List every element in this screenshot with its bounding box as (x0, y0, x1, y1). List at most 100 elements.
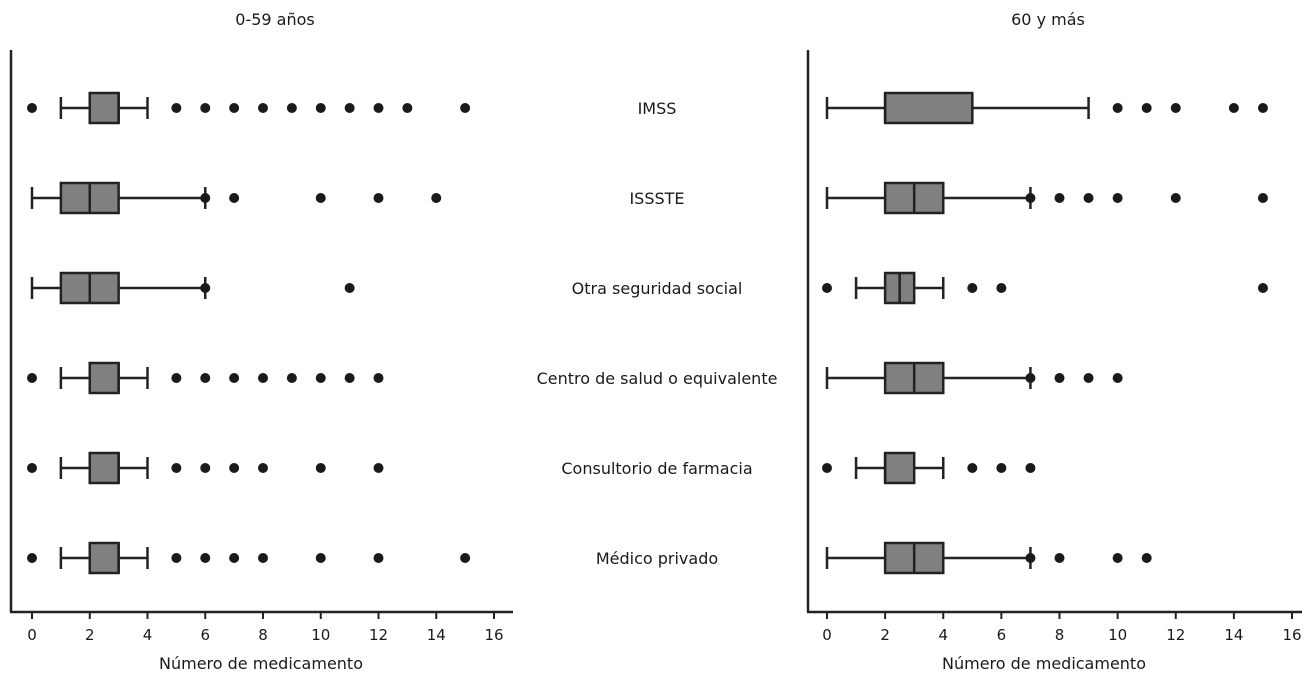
left-outlier-point (229, 103, 240, 113)
category-label: Otra seguridad social (572, 279, 743, 298)
right-outlier-point (1025, 373, 1036, 383)
right-x-axis-label: Número de medicamento (942, 654, 1146, 673)
left-outlier-point (200, 103, 211, 113)
right-outlier-point (1257, 283, 1268, 293)
left-box (88, 541, 120, 575)
left-outlier-point (402, 103, 413, 113)
left-outlier-point (27, 373, 37, 383)
right-x-tick-label: 8 (1055, 626, 1065, 644)
right-x-tick-label: 2 (880, 626, 890, 644)
left-x-axis-label: Número de medicamento (159, 654, 363, 673)
left-outlier-point (258, 373, 268, 383)
left-outlier-point (200, 553, 211, 563)
left-outlier-point (27, 103, 37, 113)
left-outlier-point (315, 463, 326, 473)
right-outlier-point (1112, 373, 1123, 383)
right-outlier-point (1112, 193, 1123, 203)
left-outlier-point (200, 373, 211, 383)
left-x-tick-label: 16 (484, 626, 503, 644)
left-box (88, 361, 120, 395)
left-outlier-point (229, 193, 240, 203)
left-x-tick-label: 10 (311, 626, 330, 644)
left-outlier-point (229, 463, 240, 473)
right-outlier-point (1141, 553, 1152, 563)
category-label: Consultorio de farmacia (561, 459, 752, 478)
right-outlier-point (1112, 103, 1123, 113)
left-outlier-point (344, 283, 355, 293)
left-outlier-point (431, 193, 442, 203)
left-outlier-point (373, 553, 384, 563)
left-outlier-point (315, 103, 326, 113)
left-box (88, 91, 120, 125)
left-outlier-point (315, 193, 326, 203)
right-outlier-point (822, 463, 832, 473)
right-x-tick-label: 4 (938, 626, 948, 644)
right-x-tick-label: 12 (1166, 626, 1185, 644)
right-outlier-point (1112, 553, 1123, 563)
left-outlier-point (460, 553, 471, 563)
right-outlier-point (996, 463, 1007, 473)
left-outlier-point (373, 103, 384, 113)
right-outlier-point (967, 463, 978, 473)
right-x-tick-label: 16 (1282, 626, 1301, 644)
left-outlier-point (200, 193, 211, 203)
left-outlier-point (344, 103, 355, 113)
left-outlier-point (460, 103, 471, 113)
left-outlier-point (27, 463, 37, 473)
right-outlier-point (1054, 553, 1065, 563)
left-panel-title: 0-59 años (235, 10, 315, 29)
left-outlier-point (315, 373, 326, 383)
right-x-tick-label: 14 (1224, 626, 1243, 644)
right-outlier-point (1025, 553, 1036, 563)
category-label: Médico privado (596, 549, 718, 568)
left-x-tick-label: 12 (369, 626, 388, 644)
right-outlier-point (967, 283, 978, 293)
right-outlier-point (1025, 463, 1036, 473)
left-box (88, 451, 120, 485)
left-outlier-point (200, 463, 211, 473)
left-outlier-point (258, 463, 268, 473)
right-box (883, 451, 916, 485)
right-x-tick-label: 0 (822, 626, 832, 644)
left-outlier-point (200, 283, 211, 293)
left-outlier-point (286, 103, 297, 113)
left-outlier-point (171, 463, 182, 473)
left-outlier-point (229, 373, 240, 383)
left-outlier-point (27, 553, 37, 563)
left-x-tick-label: 6 (200, 626, 210, 644)
left-outlier-point (171, 373, 182, 383)
category-label: ISSSTE (629, 189, 684, 208)
right-outlier-point (1141, 103, 1152, 113)
right-box (883, 91, 974, 125)
left-outlier-point (229, 553, 240, 563)
right-outlier-point (1257, 193, 1268, 203)
left-outlier-point (373, 193, 384, 203)
left-outlier-point (373, 373, 384, 383)
right-outlier-point (1170, 103, 1181, 113)
right-outlier-point (1228, 103, 1239, 113)
right-x-tick-label: 6 (997, 626, 1007, 644)
right-outlier-point (1054, 373, 1065, 383)
right-outlier-point (1083, 373, 1094, 383)
right-outlier-point (822, 283, 832, 293)
category-label: IMSS (638, 99, 677, 118)
right-x-tick-label: 10 (1108, 626, 1127, 644)
left-x-tick-label: 14 (427, 626, 446, 644)
right-outlier-point (1257, 103, 1268, 113)
left-x-tick-label: 4 (143, 626, 153, 644)
right-outlier-point (1054, 193, 1065, 203)
left-outlier-point (258, 103, 268, 113)
category-label: Centro de salud o equivalente (537, 369, 778, 388)
right-outlier-point (1025, 193, 1036, 203)
left-outlier-point (315, 553, 326, 563)
left-x-tick-label: 2 (85, 626, 95, 644)
left-outlier-point (286, 373, 297, 383)
left-outlier-point (171, 553, 182, 563)
left-x-tick-label: 0 (27, 626, 37, 644)
left-outlier-point (373, 463, 384, 473)
left-x-tick-label: 8 (258, 626, 268, 644)
left-outlier-point (258, 553, 268, 563)
left-outlier-point (344, 373, 355, 383)
right-outlier-point (1083, 193, 1094, 203)
